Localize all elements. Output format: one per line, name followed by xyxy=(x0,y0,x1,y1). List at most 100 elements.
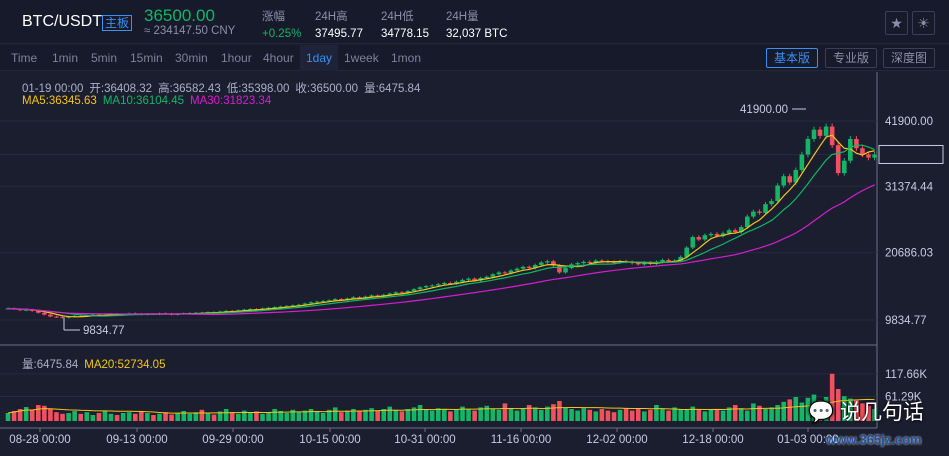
candle xyxy=(36,310,41,313)
volume-bar xyxy=(732,405,738,421)
x-tick-label: 08-28 00:00 xyxy=(9,434,70,446)
candle xyxy=(320,300,326,302)
volume-bar xyxy=(835,389,841,421)
volume-bar xyxy=(642,411,647,421)
candle xyxy=(272,307,277,309)
volume-bar xyxy=(278,411,283,421)
volume-bar xyxy=(363,409,368,421)
volume-bar xyxy=(320,413,326,421)
volume-bar xyxy=(393,409,399,421)
ma-info: MA5:36345.63 MA10:36104.45 MA30:31823.34 xyxy=(22,95,272,107)
candle xyxy=(563,268,568,273)
watermark: 💬 说几句话 xyxy=(808,401,924,424)
volume-bar xyxy=(532,407,538,421)
volume-bar xyxy=(223,409,229,421)
volume-bar xyxy=(787,399,793,421)
candle xyxy=(726,230,732,234)
volume-bar xyxy=(872,409,877,421)
candle xyxy=(551,261,556,266)
star-icon[interactable]: ★ xyxy=(885,11,908,35)
candle xyxy=(690,237,696,248)
volume-bar xyxy=(569,409,574,421)
volume-bar xyxy=(769,407,774,421)
candle xyxy=(538,262,544,265)
candle xyxy=(793,169,799,183)
candle xyxy=(660,260,665,262)
volume-bar xyxy=(235,413,241,421)
candle xyxy=(642,262,647,265)
candle xyxy=(387,293,393,295)
candle xyxy=(393,292,399,294)
volume-bar xyxy=(369,408,374,421)
volume-bar xyxy=(599,409,605,421)
volume-bar xyxy=(48,409,53,421)
volume-bar xyxy=(502,403,508,421)
x-tick-label: 01-03 00:00 xyxy=(777,434,838,446)
candle xyxy=(635,263,641,265)
stat-high: 24H高 37495.77 xyxy=(315,11,363,40)
tab-1min[interactable]: 1min xyxy=(52,51,79,65)
view-pro-button[interactable]: 专业版 xyxy=(825,48,878,68)
candle xyxy=(290,305,296,307)
tab-4hour[interactable]: 4hour xyxy=(263,51,294,65)
volume-bar xyxy=(714,409,720,421)
candle xyxy=(872,154,877,158)
volume-bar xyxy=(114,415,120,421)
volume-bar xyxy=(684,409,690,421)
view-basic-button[interactable]: 基本版 xyxy=(766,48,819,68)
tab-15min[interactable]: 15min xyxy=(130,51,163,65)
tab-1week[interactable]: 1week xyxy=(344,51,379,65)
volume-ma20-line xyxy=(7,398,875,414)
volume-bar xyxy=(817,400,823,421)
volume-bar xyxy=(11,411,17,421)
candle xyxy=(423,286,429,288)
candle xyxy=(248,309,253,311)
tab-30min[interactable]: 30min xyxy=(175,51,208,65)
tab-1day[interactable]: 1day xyxy=(300,45,339,71)
volume-bar xyxy=(423,409,429,421)
volume-bar xyxy=(514,410,520,421)
candle xyxy=(314,301,320,303)
volume-bar xyxy=(635,409,641,421)
candle xyxy=(775,185,780,202)
tab-1mon[interactable]: 1mon xyxy=(391,51,422,65)
volume-bar xyxy=(702,411,708,421)
volume-bar xyxy=(284,413,290,421)
candle xyxy=(575,263,580,265)
volume-bar xyxy=(357,411,362,421)
volume-bar xyxy=(375,410,380,421)
tab-5min[interactable]: 5min xyxy=(91,51,118,65)
candle xyxy=(66,316,71,318)
price-tick-label: 20686.03 xyxy=(885,248,933,260)
candle xyxy=(769,201,774,205)
candle xyxy=(763,204,768,213)
candle xyxy=(284,305,290,307)
volume-bar xyxy=(708,409,714,421)
candle xyxy=(381,294,387,297)
volume-bar xyxy=(42,405,47,421)
volume-bar xyxy=(108,413,114,421)
volume-tick-label: 61.29K xyxy=(885,391,922,403)
volume-info: 量:6475.84 MA20:52734.05 xyxy=(22,359,166,371)
x-tick-label: 10-15 00:00 xyxy=(299,434,360,446)
candle xyxy=(805,138,811,155)
tab-1hour[interactable]: 1hour xyxy=(221,51,252,65)
volume-bar xyxy=(460,406,465,421)
ma10-line xyxy=(7,144,875,317)
candle xyxy=(557,265,562,273)
volume-bar xyxy=(151,415,156,421)
tab-time[interactable]: Time xyxy=(11,51,38,65)
candle xyxy=(508,270,514,274)
volume-bar xyxy=(605,410,611,421)
view-depth-button[interactable]: 深度图 xyxy=(883,48,936,68)
candle xyxy=(357,297,362,299)
volume-bar xyxy=(260,413,265,421)
volume-bar xyxy=(660,409,665,421)
candle xyxy=(708,233,714,236)
volume-bar xyxy=(466,409,471,421)
theme-sun-icon[interactable]: ☀ xyxy=(912,11,935,35)
volume-bar xyxy=(326,409,332,421)
pair-name: BTC/USDT xyxy=(22,13,102,30)
last-price-box xyxy=(878,144,944,164)
